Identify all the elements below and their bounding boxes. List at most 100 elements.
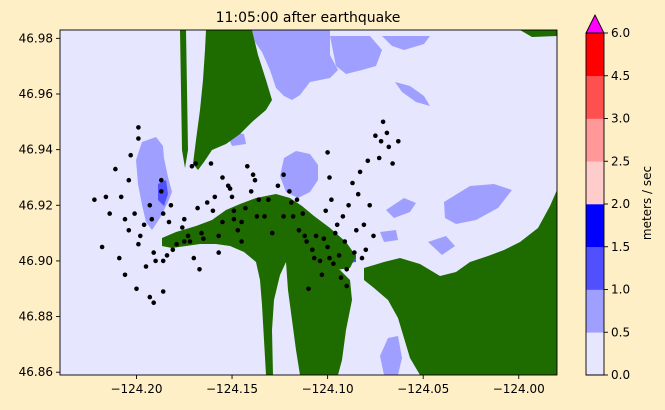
data-marker — [185, 233, 191, 239]
data-marker — [189, 164, 195, 169]
data-marker — [201, 236, 206, 241]
speed-patch — [280, 151, 318, 198]
data-marker — [296, 228, 302, 233]
data-marker — [193, 161, 198, 166]
colorbar-segment — [586, 204, 604, 248]
data-marker — [147, 203, 153, 208]
data-marker — [113, 166, 118, 172]
land-northeast-strip — [520, 30, 557, 37]
data-marker — [361, 222, 367, 228]
colorbar-label: meters / sec — [640, 166, 654, 240]
data-marker — [386, 144, 392, 150]
colorbar-tick-label: 2.5 — [611, 154, 630, 168]
data-marker — [367, 203, 373, 208]
data-marker — [199, 230, 204, 236]
colorbar-tick-label: 3.0 — [611, 112, 630, 126]
speed-patch — [330, 36, 382, 74]
data-marker — [334, 222, 340, 228]
data-marker — [204, 200, 210, 205]
data-marker — [149, 216, 155, 222]
data-marker — [138, 233, 143, 239]
data-marker — [103, 194, 109, 200]
land-peninsula-north-left — [180, 30, 188, 168]
data-marker — [380, 119, 386, 125]
data-marker — [323, 208, 329, 214]
y-tick-label: 46.94 — [19, 143, 53, 157]
data-marker — [126, 177, 132, 183]
data-marker — [302, 233, 308, 239]
colorbar-segment — [586, 33, 604, 77]
colorbar-tick-label: 0.0 — [611, 368, 630, 382]
data-marker — [122, 272, 128, 278]
data-marker — [182, 239, 187, 244]
data-marker — [160, 289, 166, 294]
land-southeast-mainland — [364, 190, 557, 375]
data-marker — [245, 164, 250, 169]
data-marker — [191, 255, 197, 261]
data-marker — [344, 267, 350, 272]
y-tick-label: 46.92 — [19, 198, 53, 212]
data-marker — [195, 205, 200, 211]
marker-layer — [92, 119, 401, 306]
data-marker — [159, 177, 164, 183]
data-marker — [136, 136, 141, 141]
colorbar-tick-label: 1.5 — [611, 240, 630, 254]
data-marker — [390, 161, 395, 166]
data-marker — [254, 214, 260, 219]
x-tick-label: −124.20 — [110, 382, 162, 396]
data-marker — [354, 228, 359, 233]
data-marker — [147, 294, 153, 300]
data-marker — [141, 222, 147, 228]
data-marker — [151, 250, 156, 255]
data-marker — [235, 228, 241, 233]
data-marker — [344, 283, 350, 289]
data-marker — [243, 205, 248, 211]
data-marker — [170, 247, 176, 253]
data-marker — [342, 239, 348, 244]
data-marker — [212, 194, 218, 200]
data-marker — [396, 139, 401, 144]
data-marker — [352, 250, 357, 255]
map-plot-area — [59, 29, 558, 376]
data-marker — [107, 211, 112, 216]
data-marker — [159, 189, 164, 194]
data-marker — [227, 186, 233, 191]
data-marker — [269, 230, 275, 236]
colorbar-tick-label: 0.5 — [611, 325, 630, 339]
data-marker — [289, 200, 294, 205]
data-marker — [317, 258, 323, 264]
colorbar-tick-label: 4.5 — [611, 69, 630, 83]
plot-frame — [59, 29, 558, 376]
data-marker — [166, 219, 172, 225]
data-marker — [122, 216, 128, 222]
speed-patch — [380, 336, 402, 375]
data-marker — [143, 264, 149, 269]
data-marker — [252, 177, 258, 183]
data-marker — [321, 236, 327, 241]
data-marker — [117, 255, 122, 261]
speed-patch — [382, 36, 430, 50]
colorbar-tick-label: 1.0 — [611, 283, 630, 297]
data-marker — [220, 175, 225, 180]
data-marker — [313, 233, 319, 239]
colorbar-segment — [586, 161, 604, 205]
data-marker — [99, 244, 105, 250]
colorbar-tick-label: 6.0 — [611, 26, 630, 40]
data-marker — [384, 130, 390, 136]
data-marker — [262, 214, 267, 219]
speed-patch — [252, 30, 338, 100]
land-areas — [162, 30, 557, 375]
data-marker — [231, 216, 237, 222]
data-marker — [136, 125, 141, 130]
data-marker — [336, 253, 342, 258]
data-marker — [134, 286, 139, 292]
data-marker — [126, 228, 132, 233]
land-north-spit — [193, 30, 272, 170]
data-marker — [373, 133, 378, 138]
y-tick-label: 46.98 — [19, 31, 53, 45]
y-tick-label: 46.88 — [19, 310, 53, 324]
data-marker — [128, 152, 133, 158]
colorbar-segment — [586, 75, 604, 119]
data-marker — [294, 197, 300, 202]
